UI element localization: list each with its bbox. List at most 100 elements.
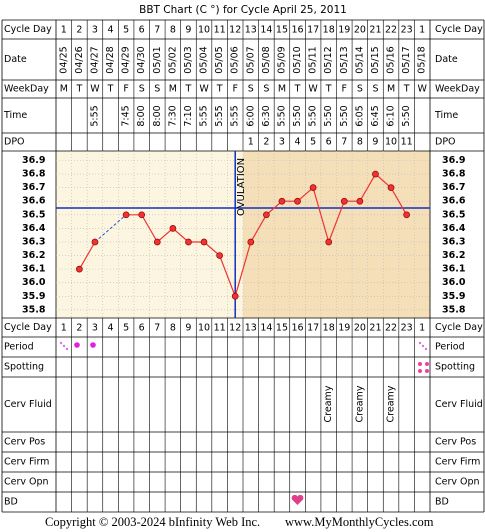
weekday: F: [342, 84, 347, 95]
dpo: 6: [326, 137, 332, 148]
spotting-icons: [418, 362, 429, 373]
y-tick-label: 36.0: [22, 277, 46, 288]
cycle-day: 18: [323, 323, 335, 334]
y-tick-label: 36.3: [442, 236, 465, 247]
temperature-point: [309, 184, 317, 192]
temperature-point: [356, 197, 364, 205]
row-label: DPO: [4, 137, 25, 148]
row-label: WeekDay: [4, 84, 49, 95]
cycle-day: 1: [419, 25, 425, 36]
cycle-day: 21: [369, 25, 381, 36]
date: 05/12: [323, 46, 334, 73]
cycle-day: 11: [214, 25, 226, 36]
date: 04/29: [121, 46, 132, 73]
cycle-day: 7: [154, 323, 160, 334]
row-label: Time: [3, 110, 27, 121]
time: 5:50: [308, 105, 319, 126]
cycle-day: 14: [260, 323, 272, 334]
cycle-day: 5: [123, 323, 129, 334]
date: 05/11: [308, 46, 319, 73]
weekday: T: [107, 84, 114, 95]
y-tick-label: 36.0: [442, 277, 466, 288]
temperature-point: [372, 170, 379, 178]
y-tick-label: 35.8: [22, 304, 46, 315]
dpo: 11: [401, 137, 413, 148]
weekday: W: [199, 84, 209, 95]
cycle-day: 11: [214, 323, 226, 334]
gap-line: [94, 214, 127, 243]
date: 05/18: [417, 46, 428, 73]
row-label: Cycle Day: [4, 322, 52, 333]
temperature-point: [278, 197, 286, 205]
weekday: W: [418, 84, 428, 95]
cycle-day: 23: [401, 25, 413, 36]
time: 5:50: [323, 105, 334, 126]
y-tick-label: 36.1: [442, 264, 465, 275]
cycle-day: 15: [276, 25, 288, 36]
cycle-day: 12: [229, 323, 241, 334]
date: 05/13: [339, 46, 350, 73]
row-label: Spotting: [435, 362, 475, 373]
y-tick-label: 35.9: [22, 291, 45, 302]
cycle-day: 19: [338, 25, 350, 36]
cerv-fluid: Creamy: [354, 385, 365, 422]
cycle-day: 17: [307, 323, 319, 334]
ovulation-label: OVULATION: [236, 158, 247, 216]
cycle-day: 8: [170, 323, 176, 334]
row-label: Cerv Firm: [4, 457, 49, 468]
weekday: M: [60, 84, 68, 95]
time: 5:55: [214, 105, 225, 126]
time: 8:00: [152, 105, 163, 126]
temperature-point: [91, 238, 99, 246]
date: 05/16: [386, 46, 397, 73]
temperature-point: [153, 238, 161, 246]
temperature-point: [340, 197, 348, 205]
cycle-day: 1: [61, 323, 67, 334]
temperature-point: [76, 265, 83, 273]
temperature-point: [247, 238, 255, 246]
weekday: W: [308, 84, 318, 95]
cerv-fluid: Creamy: [386, 385, 397, 422]
cycle-day: 22: [385, 25, 397, 36]
time: 5:50: [292, 105, 303, 126]
weekday: S: [357, 84, 363, 95]
temperature-point: [169, 225, 177, 232]
period-dot: [90, 342, 96, 348]
date: 05/15: [370, 46, 381, 73]
weekday: S: [372, 84, 378, 95]
weekday: T: [294, 84, 301, 95]
row-label: DPO: [435, 137, 456, 148]
y-tick-label: 36.6: [442, 196, 466, 207]
time: 8:00: [136, 105, 147, 126]
period-dot: [65, 347, 69, 351]
y-tick-label: 36.6: [22, 196, 46, 207]
weekday: F: [232, 84, 237, 95]
cycle-day: 8: [170, 25, 176, 36]
row-label: BD: [435, 497, 449, 508]
row-label: Cycle Day: [435, 322, 483, 333]
y-tick-label: 36.5: [442, 209, 465, 220]
cycle-day: 9: [185, 323, 191, 334]
cycle-day: 4: [108, 25, 114, 36]
weekday: T: [75, 84, 82, 95]
time: 5:50: [339, 105, 350, 126]
bd-heart: [291, 494, 304, 505]
period-dot: [59, 341, 63, 345]
weekday: S: [154, 84, 160, 95]
temperature-point: [263, 211, 270, 219]
y-tick-label: 36.9: [442, 155, 465, 166]
temperature-point: [200, 238, 208, 246]
period-dot: [421, 344, 425, 348]
cycle-day: 21: [369, 323, 381, 334]
spotting-dot: [425, 369, 429, 373]
cycle-day: 10: [198, 323, 210, 334]
cerv-fluid: Creamy: [323, 385, 334, 422]
date: 05/10: [292, 46, 303, 73]
time: 5:50: [276, 105, 287, 126]
date: 05/07: [245, 46, 256, 73]
dpo: 1: [248, 137, 254, 148]
cycle-day: 10: [198, 25, 210, 36]
date: 05/05: [214, 46, 225, 73]
date: 05/01: [152, 46, 163, 73]
